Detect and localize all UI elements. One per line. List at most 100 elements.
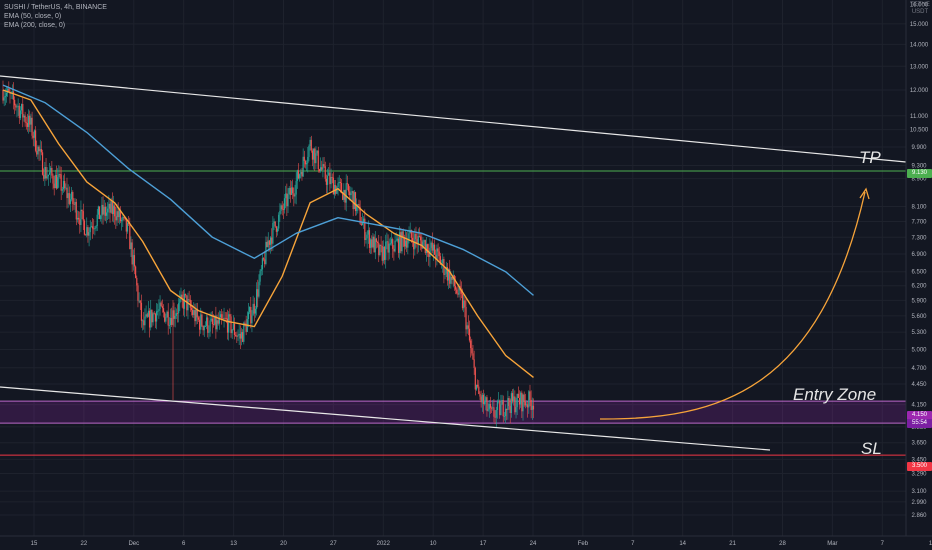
candle-body	[79, 219, 81, 226]
candle-body	[311, 150, 314, 160]
entry-time-tag: 55:54	[907, 419, 932, 428]
candle-body	[37, 146, 39, 155]
trendlines[interactable]	[0, 75, 907, 451]
candle-body	[57, 177, 59, 189]
candle-body	[126, 223, 129, 232]
candle-body	[187, 299, 189, 311]
candle-body	[269, 237, 272, 245]
candle-body	[294, 194, 296, 197]
candle-body	[454, 286, 457, 290]
candle-body	[357, 204, 359, 206]
lower-trendline	[0, 386, 771, 451]
candle-body	[178, 303, 180, 314]
candle-body	[279, 210, 281, 215]
chart-legend[interactable]: SUSHI / TetherUS, 4h, BINANCE EMA (50, c…	[4, 3, 107, 30]
candle-body	[442, 259, 444, 264]
candle-body	[457, 293, 459, 295]
candle-body	[319, 167, 322, 172]
candle-body	[424, 240, 426, 253]
candle-body	[328, 172, 330, 176]
candle-body	[169, 317, 172, 326]
candle-body	[110, 201, 112, 213]
candle-body	[360, 223, 362, 226]
price-tick-label: 6.900	[911, 252, 927, 258]
price-axis-panel[interactable]	[906, 0, 932, 536]
candle-body	[280, 205, 282, 211]
price-tick-label: 6.500	[911, 270, 927, 276]
candle-body	[219, 314, 222, 318]
entry-zone-annotation[interactable]: Entry Zone	[793, 385, 877, 404]
candle-body	[458, 285, 460, 295]
time-axis-panel[interactable]	[0, 536, 932, 550]
candle-body	[258, 281, 260, 297]
candle-body	[158, 309, 160, 311]
legend-ema200[interactable]: EMA (200, close, 0)	[4, 22, 66, 29]
candle-body	[38, 146, 40, 152]
candle-body	[302, 156, 304, 177]
candle-body	[329, 172, 331, 185]
candle-body	[96, 214, 98, 226]
legend-symbol[interactable]: SUSHI / TetherUS, 4h, BINANCE	[4, 4, 107, 11]
candle-body	[366, 234, 368, 239]
candle-body	[225, 317, 227, 319]
candle-body	[249, 306, 251, 313]
candle-body	[76, 217, 79, 220]
candle-body	[151, 309, 153, 323]
candle-body	[251, 315, 253, 324]
candle-body	[491, 407, 493, 409]
candle-body	[40, 149, 42, 153]
price-tick-label: 3.450	[911, 457, 927, 463]
candle-body	[381, 245, 383, 261]
projection-arrow[interactable]	[599, 187, 870, 420]
candle-body	[261, 258, 264, 270]
candle-body	[465, 306, 467, 330]
candle-body	[153, 313, 155, 315]
candle-body	[8, 88, 10, 93]
candle-body	[506, 408, 508, 411]
tp-annotation[interactable]: TP	[859, 148, 881, 167]
candle-body	[517, 393, 519, 398]
candle-body	[437, 248, 439, 252]
candle-body	[422, 241, 424, 249]
candle-body	[27, 115, 30, 127]
arrow-head	[859, 187, 870, 200]
candle-body	[373, 236, 375, 253]
candle-body	[176, 313, 179, 315]
candles	[2, 80, 535, 428]
time-tick-label: 22	[81, 541, 88, 547]
candle-body	[346, 183, 348, 185]
candle-body	[71, 191, 73, 200]
candle-body	[395, 240, 397, 242]
candle-body	[318, 169, 321, 172]
moving-averages	[2, 84, 534, 378]
candle-body	[316, 150, 318, 154]
candle-body	[82, 211, 84, 221]
candle-body	[224, 317, 226, 319]
candle-body	[295, 180, 297, 195]
candle-body	[257, 289, 259, 297]
time-tick-label: 14	[929, 541, 932, 547]
candle-body	[417, 236, 419, 244]
candle-body	[368, 230, 371, 248]
candle-body	[285, 193, 287, 199]
candle-body	[393, 248, 395, 252]
candle-body	[262, 258, 265, 260]
candle-body	[379, 244, 381, 256]
candle-body	[529, 391, 531, 400]
candle-body	[484, 402, 486, 405]
candle-body	[370, 239, 372, 248]
candle-body	[22, 104, 24, 118]
candle-body	[403, 237, 405, 247]
legend-ema50[interactable]: EMA (50, close, 0)	[4, 13, 62, 20]
candle-body	[23, 115, 25, 118]
candle-body	[244, 322, 246, 324]
entry-zone-band	[0, 401, 906, 424]
sl-annotation[interactable]: SL	[861, 439, 882, 458]
candle-body	[528, 391, 530, 408]
candle-body	[41, 152, 44, 175]
candle-body	[207, 317, 209, 333]
candle-body	[532, 405, 535, 410]
price-tick-label: 10.500	[910, 128, 929, 134]
candle-body	[292, 187, 294, 194]
